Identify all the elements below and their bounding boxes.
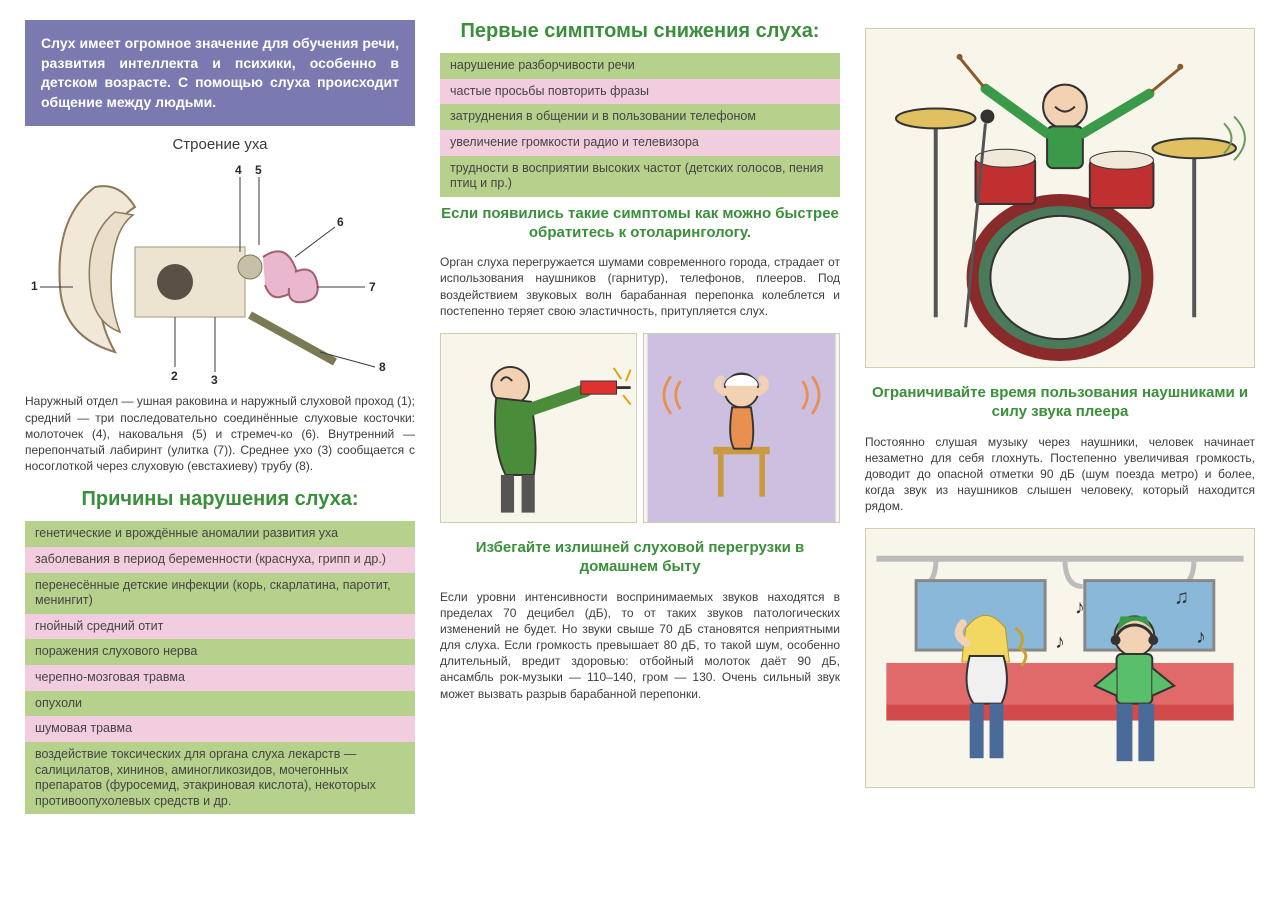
advice-headphones: Ограничивайте время пользования наушника… — [865, 384, 1255, 422]
svg-text:♪: ♪ — [1075, 597, 1085, 619]
causes-title: Причины нарушения слуха: — [25, 488, 415, 511]
advice-home: Избегайте излишней слуховой перегрузки в… — [440, 539, 840, 577]
list-item: гнойный средний отит — [25, 614, 415, 640]
ear-label-8: 8 — [379, 360, 386, 374]
paragraph-overload: Орган слуха перегружается шумами совреме… — [440, 254, 840, 319]
intro-text: Слух имеет огромное значение для обучени… — [25, 20, 415, 126]
svg-text:♫: ♫ — [1174, 587, 1189, 609]
drill-illustration — [440, 333, 637, 523]
ear-label-6: 6 — [337, 215, 344, 229]
list-item: поражения слухового нерва — [25, 639, 415, 665]
paragraph-db: Если уровни интенсивности воспринимаемых… — [440, 589, 840, 702]
paragraph-headphones: Постоянно слушая музыку через наушники, … — [865, 434, 1255, 515]
symptoms-title: Первые симптомы снижения слуха: — [440, 20, 840, 43]
column-left: Слух имеет огромное значение для обучени… — [25, 20, 415, 890]
ear-diagram-title: Строение уха — [25, 136, 415, 153]
list-item: заболевания в период беременности (красн… — [25, 547, 415, 573]
list-item: частые просьбы повторить фразы — [440, 79, 840, 105]
list-item: затруднения в общении и в пользовании те… — [440, 104, 840, 130]
drummer-illustration — [865, 28, 1255, 368]
ear-diagram-caption: Наружный отдел — ушная раковина и наружн… — [25, 393, 415, 474]
ear-label-7: 7 — [369, 280, 376, 294]
svg-text:♪: ♪ — [1196, 627, 1206, 649]
list-item: опухоли — [25, 691, 415, 717]
symptoms-list: нарушение разборчивости речичастые прось… — [440, 53, 840, 197]
home-noise-illustrations — [440, 325, 840, 531]
ear-label-5: 5 — [255, 163, 262, 177]
list-item: черепно-мозговая травма — [25, 665, 415, 691]
svg-text:♪: ♪ — [1055, 632, 1065, 654]
list-item: трудности в восприятии высоких частот (д… — [440, 156, 840, 197]
covering-ears-illustration — [643, 333, 840, 523]
list-item: генетические и врождённые аномалии разви… — [25, 521, 415, 547]
column-right: Ограничивайте время пользования наушника… — [865, 20, 1255, 890]
ear-diagram: 1 2 3 4 5 6 7 8 — [25, 157, 415, 387]
ear-label-1: 1 — [31, 279, 38, 293]
ear-label-2: 2 — [171, 369, 178, 383]
list-item: шумовая травма — [25, 716, 415, 742]
list-item: перенесённые детские инфекции (корь, ска… — [25, 573, 415, 614]
advice-ent: Если появились такие симптомы как можно … — [440, 205, 840, 243]
subway-illustration: ♪ ♫ ♪ ♪ — [865, 528, 1255, 788]
ear-label-3: 3 — [211, 373, 218, 387]
list-item: увеличение громкости радио и телевизора — [440, 130, 840, 156]
list-item: нарушение разборчивости речи — [440, 53, 840, 79]
causes-list: генетические и врождённые аномалии разви… — [25, 521, 415, 814]
list-item: воздействие токсических для органа слуха… — [25, 742, 415, 815]
column-middle: Первые симптомы снижения слуха: нарушени… — [440, 20, 840, 890]
ear-label-4: 4 — [235, 163, 242, 177]
